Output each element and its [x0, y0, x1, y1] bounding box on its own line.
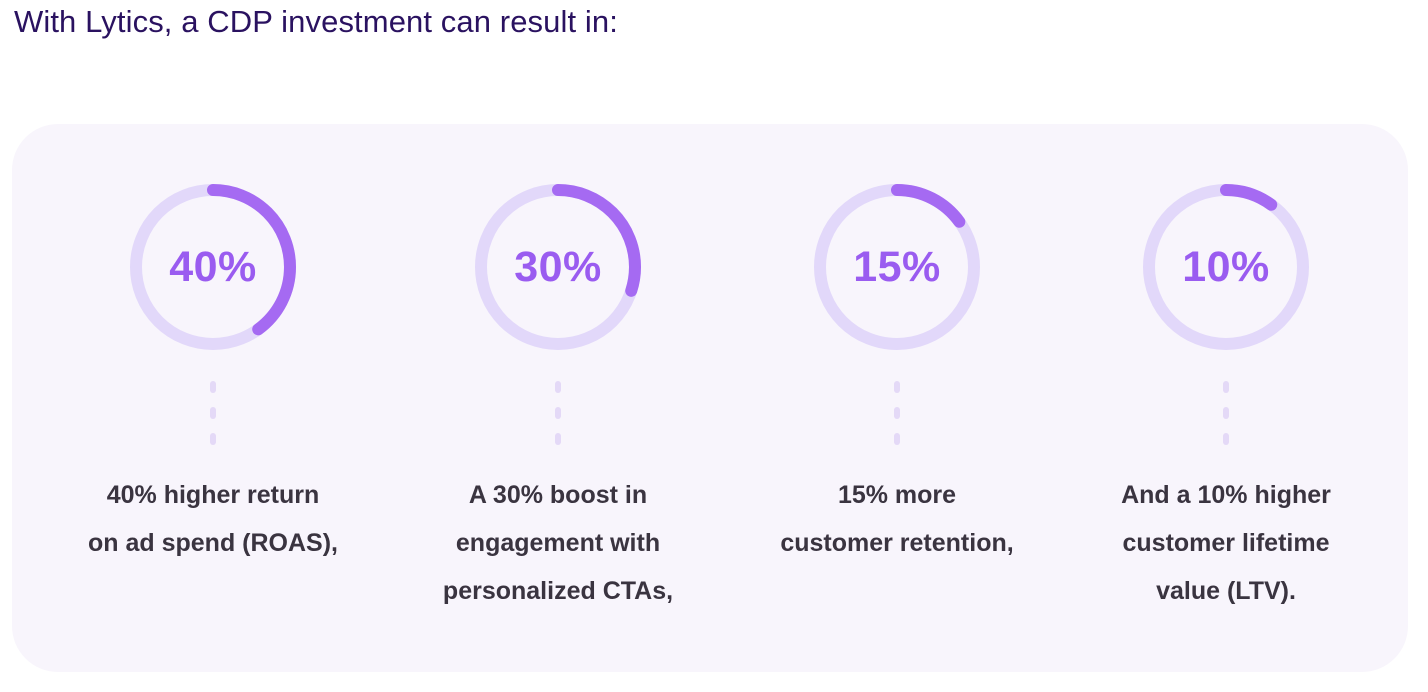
progress-ring-roas: 40%: [129, 183, 297, 351]
page-heading: With Lytics, a CDP investment can result…: [14, 4, 618, 39]
description-line: customer lifetime: [1122, 529, 1330, 557]
ring-progress-arc: [1143, 184, 1309, 350]
description-line: And a 10% higher: [1121, 481, 1331, 509]
connector-dash: [1223, 407, 1229, 419]
connector-dash: [210, 407, 216, 419]
connector-dash: [894, 433, 900, 445]
ring-svg: [130, 184, 296, 350]
progress-ring-retention: 15%: [813, 183, 981, 351]
description-line: engagement with: [455, 529, 661, 557]
connector-dash: [555, 433, 561, 445]
connector-dash: [210, 433, 216, 445]
connector-dash: [555, 407, 561, 419]
ring-svg: [1143, 184, 1309, 350]
stat-description: 40% higher return on ad spend (ROAS),: [43, 471, 383, 567]
stat-description: And a 10% higher customer lifetime value…: [1056, 471, 1396, 615]
connector-dash: [555, 381, 561, 393]
stat-roas: 40% 40% higher return on ad spend (ROAS)…: [43, 124, 383, 672]
percent-value: 15%: [853, 243, 941, 291]
ring-progress-arc: [130, 184, 296, 350]
progress-ring-ltv: 10%: [1142, 183, 1310, 351]
stat-retention: 15% 15% more customer retention,: [727, 124, 1067, 672]
description-line: 40% higher return: [106, 481, 320, 509]
ring-progress-arc: [475, 184, 641, 350]
stat-engagement: 30% A 30% boost in engagement with perso…: [388, 124, 728, 672]
stat-description: A 30% boost in engagement with personali…: [388, 471, 728, 615]
stat-ltv: 10% And a 10% higher customer lifetime v…: [1056, 124, 1396, 672]
description-line: 15% more: [837, 481, 957, 509]
percent-value: 40%: [169, 243, 257, 291]
connector-dash: [1223, 381, 1229, 393]
ring-progress-arc: [814, 184, 980, 350]
description-line: on ad spend (ROAS),: [88, 529, 338, 557]
description-line: A 30% boost in: [468, 481, 648, 509]
percent-value: 10%: [1182, 243, 1270, 291]
progress-ring-engagement: 30%: [474, 183, 642, 351]
connector-dash: [894, 407, 900, 419]
description-line: personalized CTAs,: [442, 577, 674, 605]
ring-svg: [475, 184, 641, 350]
description-line: value (LTV).: [1156, 577, 1296, 605]
percent-value: 30%: [514, 243, 602, 291]
connector-dash: [894, 381, 900, 393]
stats-panel: 40% 40% higher return on ad spend (ROAS)…: [12, 124, 1408, 672]
description-line: customer retention,: [780, 529, 1014, 557]
ring-svg: [814, 184, 980, 350]
connector-dash: [210, 381, 216, 393]
stat-description: 15% more customer retention,: [727, 471, 1067, 567]
connector-dash: [1223, 433, 1229, 445]
